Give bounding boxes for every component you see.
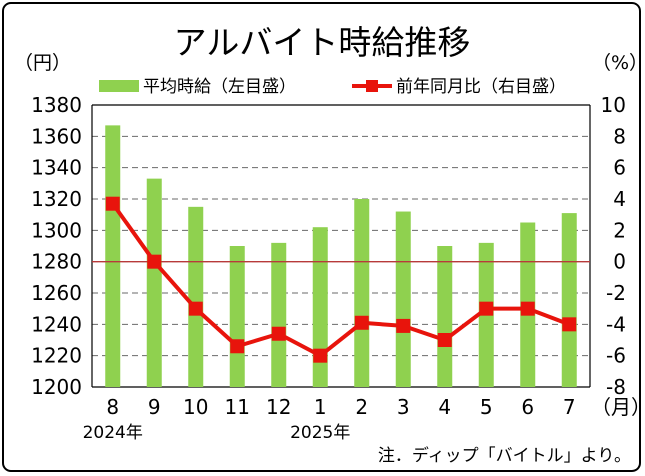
left-axis-ticks: 1200 1220 1240 1260 1280 1300 1320 1340 1360 1380 (31, 93, 82, 399)
line-point (479, 301, 494, 316)
line-point (271, 326, 286, 341)
x-tick-label: 10 (183, 395, 208, 419)
source-note: 注．ディップ「バイトル」より。 (378, 445, 631, 466)
line-point (147, 254, 162, 269)
x-tick-label: 12 (266, 395, 291, 419)
x-tick-label: 5 (480, 395, 493, 419)
line-point (396, 318, 411, 333)
x-tick-label: 11 (225, 395, 250, 419)
line-point (562, 317, 577, 332)
left-tick-label: 1300 (31, 218, 82, 242)
left-tick-label: 1240 (31, 312, 82, 336)
x-tick-label: 3 (397, 395, 410, 419)
bar (105, 125, 121, 387)
bar (437, 246, 453, 387)
right-axis-unit: （%） (592, 52, 645, 74)
left-axis-unit: （円） (14, 52, 71, 74)
x-axis-unit: （月） (591, 395, 645, 419)
left-tick-label: 1340 (31, 156, 82, 180)
bar (354, 199, 370, 387)
year-label: 2025年 (290, 423, 350, 443)
left-tick-label: 1200 (31, 375, 82, 399)
right-tick-label: 8 (613, 124, 626, 148)
left-tick-label: 1260 (31, 281, 82, 305)
legend-bar-swatch (99, 80, 139, 92)
legend-bar-label: 平均時給（左目盛） (143, 77, 296, 97)
right-tick-label: -8 (606, 375, 626, 399)
bar (395, 211, 411, 387)
line-point (437, 333, 452, 347)
line-point (354, 315, 369, 330)
x-tick-label: 8 (106, 395, 119, 419)
year-label: 2024年 (83, 423, 143, 443)
gridlines (92, 104, 590, 388)
bar (312, 227, 328, 387)
chart-title: アルバイト時給推移 (174, 23, 471, 62)
x-tick-label: 1 (314, 395, 327, 419)
left-tick-label: 1360 (31, 124, 82, 148)
bar (146, 178, 162, 387)
bar (561, 213, 577, 387)
line-point (313, 348, 328, 363)
x-tick-label: 9 (148, 395, 161, 419)
right-tick-label: -4 (606, 312, 626, 336)
bar-series (105, 125, 577, 387)
bar (229, 246, 245, 387)
left-tick-label: 1220 (31, 344, 82, 368)
line-point (230, 339, 245, 354)
line-point (105, 196, 120, 211)
left-tick-label: 1280 (31, 250, 82, 274)
left-tick-label: 1380 (31, 93, 82, 117)
left-tick-label: 1320 (31, 187, 82, 211)
right-tick-label: 10 (601, 93, 626, 117)
series-line (111, 202, 570, 358)
bar (271, 242, 287, 387)
right-tick-label: 0 (613, 250, 626, 274)
right-tick-label: -6 (606, 344, 626, 368)
right-tick-label: -2 (606, 281, 626, 305)
legend-line-marker (366, 80, 378, 92)
legend-line-label: 前年同月比（右目盛） (396, 77, 566, 97)
right-tick-label: 2 (613, 218, 626, 242)
legend: 平均時給（左目盛） 前年同月比（右目盛） (99, 77, 566, 97)
right-axis-ticks: -8 -6 -4 -2 0 2 4 6 8 10 (601, 93, 626, 399)
line-point (188, 301, 203, 316)
x-tick-label: 6 (521, 395, 534, 419)
line-series (105, 196, 577, 363)
right-tick-label: 6 (613, 156, 626, 180)
line-point (520, 301, 535, 316)
x-tick-label: 7 (563, 395, 576, 419)
x-tick-label: 4 (438, 395, 451, 419)
x-tick-label: 2 (355, 395, 368, 419)
bar (188, 206, 204, 387)
right-tick-label: 4 (613, 187, 626, 211)
